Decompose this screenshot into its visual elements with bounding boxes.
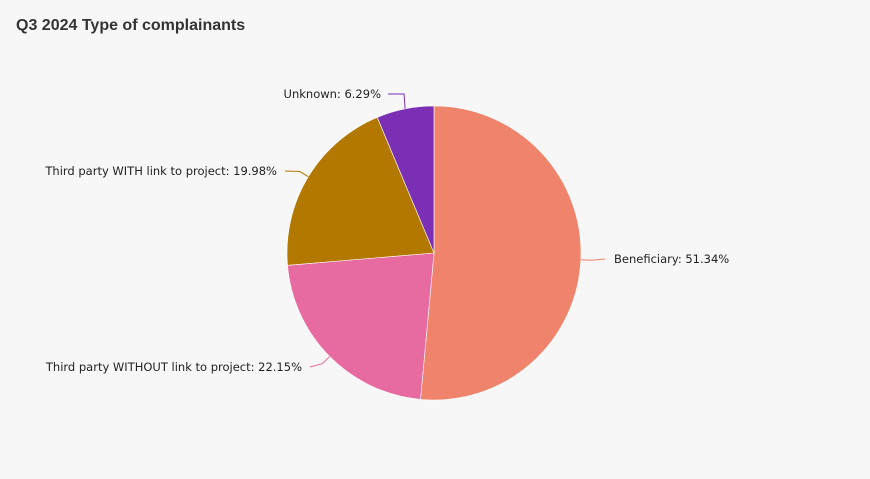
slice-label: Third party WITHOUT link to project: 22.…	[45, 360, 302, 374]
leader-line	[284, 170, 309, 178]
chart-title: Q3 2024 Type of complainants	[16, 17, 246, 34]
leader-line	[309, 356, 330, 368]
pie-slice-third-party-with-link-to-project[interactable]	[286, 116, 435, 266]
pie-slice-beneficiary[interactable]	[420, 105, 582, 401]
slice-label: Beneficiary: 51.34%	[614, 252, 729, 266]
leader-line	[580, 258, 606, 261]
slice-label: Third party WITH link to project: 19.98%	[44, 164, 277, 178]
leader-line	[388, 93, 406, 109]
slice-label: Unknown: 6.29%	[284, 87, 382, 101]
pie-slice-third-party-without-link-to-project[interactable]	[287, 252, 435, 400]
